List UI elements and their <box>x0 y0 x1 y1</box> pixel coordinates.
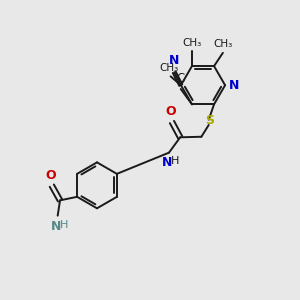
Text: CH₃: CH₃ <box>213 39 232 49</box>
Text: O: O <box>45 169 56 182</box>
Text: H: H <box>59 220 68 230</box>
Text: N: N <box>162 156 173 169</box>
Text: N: N <box>229 79 239 92</box>
Text: CH₃: CH₃ <box>182 38 202 48</box>
Text: H: H <box>171 156 180 166</box>
Text: CH₃: CH₃ <box>160 63 179 73</box>
Text: S: S <box>205 114 214 127</box>
Text: O: O <box>165 106 176 118</box>
Text: C: C <box>176 72 184 85</box>
Text: N: N <box>169 54 179 67</box>
Text: N: N <box>51 220 62 233</box>
